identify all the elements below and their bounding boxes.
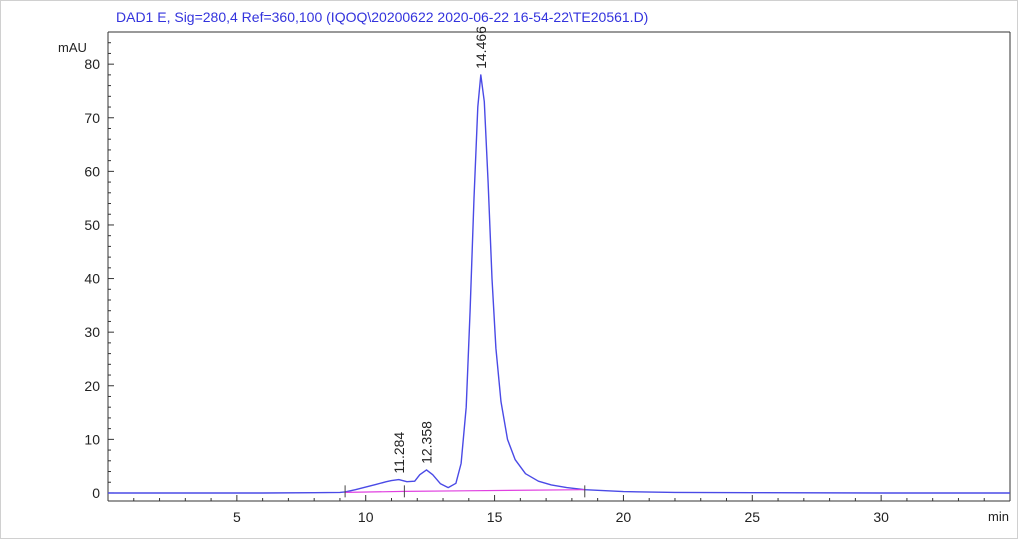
y-tick-label: 80	[84, 56, 100, 72]
baseline-markers	[344, 485, 586, 498]
peak-labels: 11.284 12.358 14.466	[391, 26, 489, 474]
baseline-trace	[345, 489, 585, 493]
chart-title: DAD1 E, Sig=280,4 Ref=360,100 (IQOQ\2020…	[116, 9, 648, 25]
plot-frame	[107, 31, 1011, 502]
x-axis-label: min	[988, 509, 1009, 524]
y-tick-label: 10	[84, 431, 100, 447]
y-tick-label: 30	[84, 324, 100, 340]
y-axis-label: mAU	[58, 40, 87, 55]
x-tick-label: 25	[744, 509, 760, 525]
y-tick-label: 50	[84, 217, 100, 233]
y-tick-label: 20	[84, 378, 100, 394]
y-tick-label: 40	[84, 271, 100, 287]
y-tick-label: 70	[84, 110, 100, 126]
x-tick-label: 5	[233, 509, 241, 525]
y-tick-label: 60	[84, 163, 100, 179]
x-tick-label: 15	[487, 509, 503, 525]
x-tick-label: 20	[616, 509, 632, 525]
peak-label: 12.358	[418, 421, 434, 464]
axes: 0 10 20 30 40 50 60 70 80 5 10 15 20 25 30	[84, 42, 985, 525]
peak-label: 11.284	[391, 432, 407, 474]
peak-label: 14.466	[473, 26, 489, 69]
x-tick-label: 10	[358, 509, 374, 525]
signal-trace	[108, 74, 1010, 494]
traces	[108, 74, 1010, 494]
y-tick-label: 0	[92, 485, 100, 501]
x-tick-label: 30	[873, 509, 889, 525]
